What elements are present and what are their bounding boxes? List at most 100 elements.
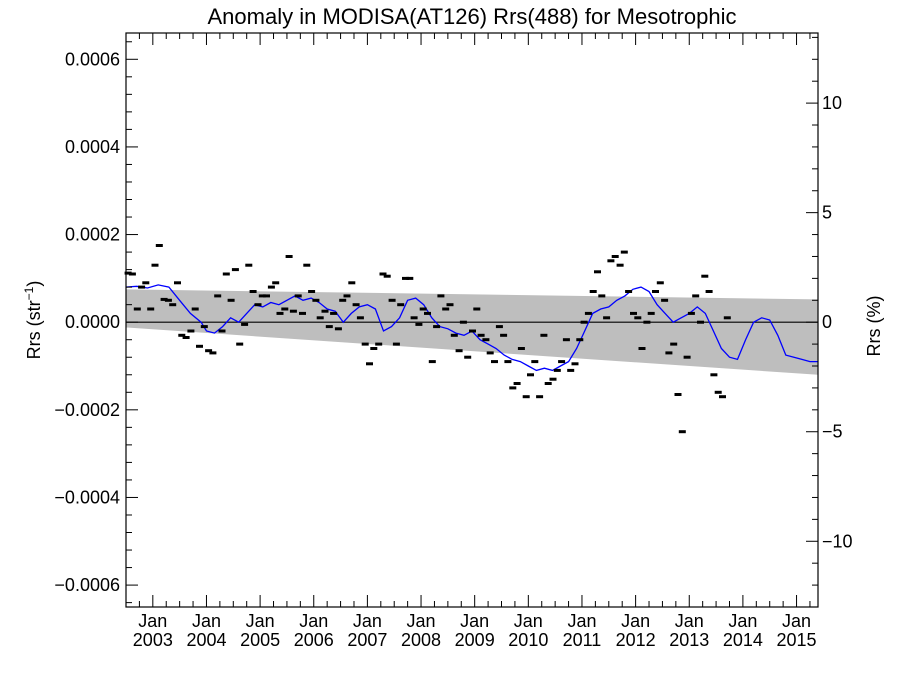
- data-point: [281, 307, 289, 311]
- data-point: [469, 329, 476, 333]
- data-point: [433, 325, 441, 329]
- y-tick-label-left: 0.0004: [65, 137, 120, 157]
- data-point: [178, 333, 186, 337]
- x-tick-label-month: Jan: [299, 611, 328, 631]
- x-tick-label-month: Jan: [728, 611, 757, 631]
- data-point: [200, 325, 208, 329]
- data-point: [370, 347, 378, 350]
- y-tick-label-right: 0: [822, 312, 832, 332]
- x-tick-label-year: 2008: [401, 630, 441, 650]
- data-point: [580, 320, 588, 324]
- x-tick-label-month: Jan: [621, 611, 650, 631]
- data-point: [214, 294, 222, 298]
- x-tick-label-year: 2014: [723, 630, 763, 650]
- data-point: [231, 268, 239, 272]
- data-point: [348, 281, 356, 285]
- data-point: [289, 309, 297, 313]
- y-tick-label-left: −0.0004: [54, 487, 120, 507]
- data-point: [643, 320, 651, 324]
- x-tick-label-year: 2007: [347, 630, 387, 650]
- data-point: [325, 325, 333, 329]
- data-point: [513, 382, 521, 385]
- x-tick-label-year: 2003: [133, 630, 173, 650]
- data-point: [634, 316, 642, 320]
- data-point: [245, 263, 253, 267]
- data-point: [495, 325, 503, 329]
- data-point: [504, 360, 512, 364]
- data-point: [665, 351, 673, 355]
- data-point: [661, 298, 669, 302]
- data-point: [424, 311, 431, 315]
- data-point: [366, 362, 373, 366]
- data-point: [625, 290, 633, 293]
- x-tick-label-month: Jan: [407, 611, 436, 631]
- data-point: [500, 333, 508, 337]
- data-point: [701, 274, 709, 278]
- data-point: [589, 290, 597, 293]
- data-point: [392, 342, 400, 346]
- x-tick-label-month: Jan: [246, 611, 275, 631]
- data-point: [312, 298, 320, 302]
- data-point: [450, 333, 458, 337]
- data-point: [571, 362, 579, 366]
- y-tick-label-left: 0.0006: [65, 49, 120, 69]
- x-tick-label-year: 2013: [669, 630, 709, 650]
- x-tick-label-month: Jan: [514, 611, 543, 631]
- data-point: [647, 311, 655, 315]
- data-point: [544, 382, 552, 385]
- y-axis-label-left: Rrs (str−1): [22, 281, 44, 360]
- data-point: [299, 311, 306, 315]
- data-point: [477, 333, 485, 337]
- data-point: [558, 360, 566, 364]
- data-point: [594, 270, 601, 274]
- data-point: [584, 311, 592, 315]
- data-point: [549, 377, 557, 381]
- data-point: [330, 311, 338, 315]
- data-point: [258, 294, 266, 298]
- data-point: [191, 307, 199, 311]
- data-point: [723, 316, 731, 320]
- data-point: [343, 294, 351, 298]
- data-point: [227, 298, 235, 302]
- x-tick-label-month: Jan: [675, 611, 704, 631]
- data-point: [174, 281, 181, 285]
- data-point: [236, 342, 244, 346]
- data-point: [160, 297, 168, 301]
- x-tick-label-year: 2012: [616, 630, 656, 650]
- plot-frame-layer: [125, 32, 819, 608]
- data-point: [209, 351, 217, 355]
- data-point: [410, 316, 418, 320]
- x-tick-label-month: Jan: [567, 611, 596, 631]
- x-tick-label-month: Jan: [138, 611, 167, 631]
- y-tick-label-right: −10: [822, 531, 853, 551]
- data-point: [540, 333, 548, 337]
- data-point: [151, 263, 159, 267]
- monthly-points-layer: [124, 244, 731, 434]
- data-point: [482, 338, 490, 342]
- data-point: [674, 393, 682, 396]
- data-point: [218, 329, 226, 333]
- data-point: [705, 290, 713, 293]
- data-point: [339, 298, 347, 302]
- data-point: [254, 303, 262, 307]
- data-point: [128, 272, 136, 276]
- plot-frame: [125, 32, 819, 608]
- data-point: [509, 386, 517, 390]
- data-point: [598, 294, 606, 298]
- data-point: [352, 303, 360, 307]
- ticks-layer: [125, 33, 818, 607]
- data-point: [692, 294, 700, 298]
- data-point: [397, 303, 405, 307]
- data-point: [656, 281, 664, 285]
- data-point: [406, 276, 414, 280]
- data-point: [169, 303, 177, 307]
- x-tick-label-month: Jan: [192, 611, 221, 631]
- x-tick-label-year: 2004: [186, 630, 226, 650]
- data-point: [446, 303, 454, 307]
- data-point: [164, 298, 172, 302]
- x-tick-label-year: 2011: [563, 630, 602, 650]
- y-tick-label-left: −0.0006: [54, 575, 120, 595]
- data-point: [375, 342, 383, 346]
- data-point: [491, 360, 498, 364]
